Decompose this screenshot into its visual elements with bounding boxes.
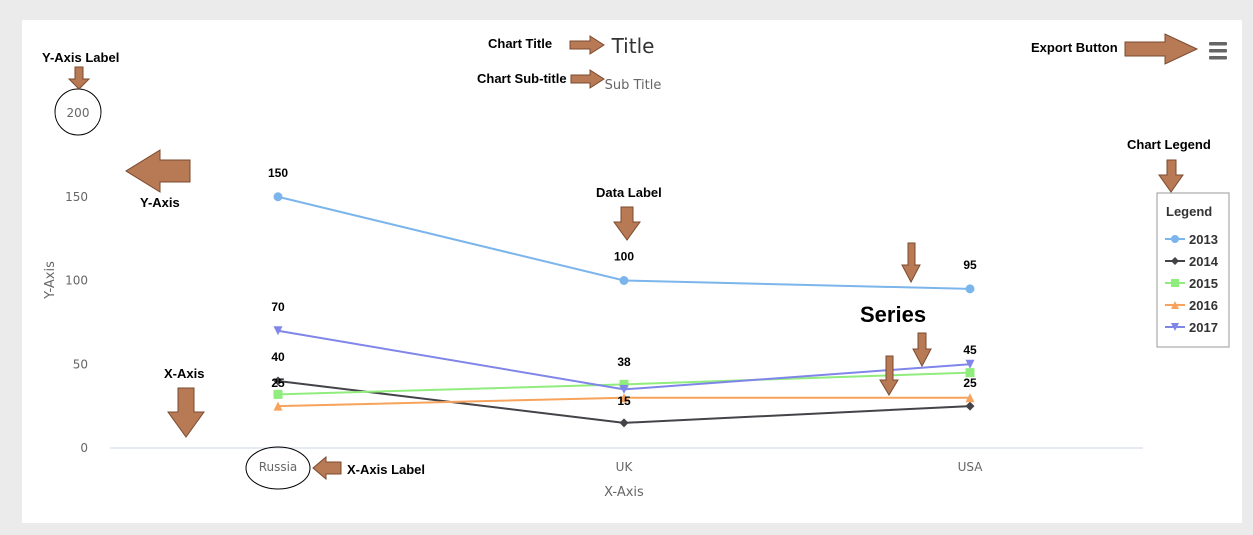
data-label-2017: 45: [963, 343, 977, 357]
data-label-2015: 38: [617, 355, 631, 369]
data-point-2015: [274, 390, 283, 399]
arrow-y-axis: [126, 150, 190, 192]
chart-subtitle: Sub Title: [605, 78, 662, 93]
legend-label: 2017: [1189, 320, 1218, 335]
hamburger-menu-icon: [1209, 42, 1227, 60]
annotation-x-axis: X-Axis: [164, 366, 204, 381]
y-axis-title: Y-Axis: [43, 261, 58, 300]
arrow-x-axis-label: [313, 457, 341, 479]
data-point-2014: [966, 402, 975, 411]
annotation-data-label: Data Label: [596, 185, 662, 200]
y-tick-label: 150: [65, 190, 88, 204]
legend-marker: [1171, 279, 1179, 287]
annotation-export-button: Export Button: [1031, 40, 1118, 55]
y-tick-label: 0: [80, 441, 88, 455]
annotation-chart-subtitle: Chart Sub-title: [477, 71, 567, 86]
y-axis-ticks: 0 50 100 150 200: [65, 106, 89, 455]
arrow-chart-title: [570, 36, 604, 54]
arrow-data-label: [614, 207, 640, 240]
data-point-2013: [274, 192, 283, 201]
data-label-2017: 70: [271, 300, 285, 314]
data-label-2014: 40: [271, 350, 285, 364]
y-tick-label: 50: [73, 357, 88, 371]
annotation-chart-legend: Chart Legend: [1127, 137, 1211, 152]
arrow-chart-subtitle: [571, 70, 604, 88]
legend-title: Legend: [1166, 204, 1212, 219]
legend-label: 2016: [1189, 298, 1218, 313]
arrow-series-2: [913, 333, 931, 366]
annotation-y-axis-label: Y-Axis Label: [42, 50, 119, 65]
y-tick-label: 100: [65, 274, 88, 288]
annotation-chart-title: Chart Title: [488, 36, 552, 51]
arrow-export: [1125, 34, 1197, 64]
data-label-2014: 15: [617, 394, 631, 408]
annotation-series: Series: [860, 302, 926, 327]
x-tick-label: UK: [616, 460, 634, 474]
legend-label: 2013: [1189, 232, 1218, 247]
data-label-2013: 95: [963, 258, 977, 272]
x-tick-label: Russia: [259, 460, 298, 474]
chart-title: Title: [611, 34, 655, 58]
data-label-2013: 150: [268, 166, 288, 180]
data-label-2013: 100: [614, 250, 634, 264]
export-button[interactable]: [1205, 38, 1231, 64]
arrow-series-1: [902, 243, 920, 282]
annotation-x-axis-label: X-Axis Label: [347, 462, 425, 477]
legend-marker: [1171, 235, 1179, 243]
legend-label: 2015: [1189, 276, 1218, 291]
x-axis-title: X-Axis: [604, 485, 644, 500]
arrow-x-axis: [168, 388, 204, 437]
arrow-chart-legend: [1159, 160, 1183, 192]
annotation-y-axis: Y-Axis: [140, 195, 180, 210]
legend: Legend 2013 2014 2015 2016 2017: [1157, 193, 1229, 347]
legend-label: 2014: [1189, 254, 1219, 269]
data-point-2013: [620, 276, 629, 285]
y-tick-label: 200: [67, 106, 90, 120]
data-label-2016: 25: [963, 376, 977, 390]
arrow-y-axis-label: [69, 67, 89, 89]
data-label-2016: 25: [271, 376, 285, 390]
x-tick-label: USA: [958, 460, 984, 474]
data-point-2013: [966, 284, 975, 293]
data-point-2014: [620, 418, 629, 427]
